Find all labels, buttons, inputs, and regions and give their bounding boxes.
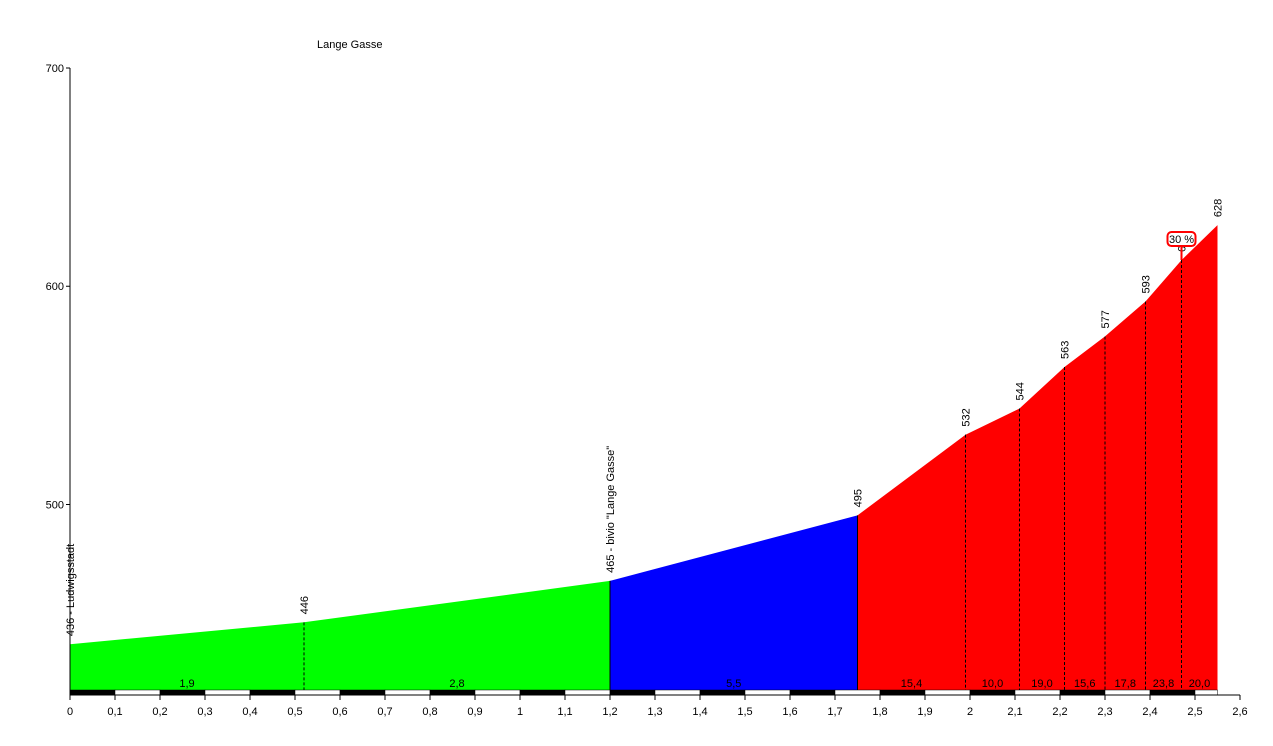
gradient-label: 1,9 xyxy=(179,678,194,690)
km-block xyxy=(1014,689,1061,696)
x-tick-label: 1,1 xyxy=(557,706,572,718)
gradient-label: 23,8 xyxy=(1153,678,1174,690)
x-tick-label: 0,9 xyxy=(467,706,482,718)
x-tick-label: 1,6 xyxy=(782,706,797,718)
x-tick-label: 1,9 xyxy=(917,706,932,718)
km-block xyxy=(609,689,656,696)
x-tick-label: 0,1 xyxy=(107,706,122,718)
km-block xyxy=(564,689,611,696)
km-block xyxy=(924,689,971,696)
elevation-label: 465 - bivio "Lange Gasse" xyxy=(605,446,617,573)
elevation-label: 532 xyxy=(961,408,973,426)
km-block xyxy=(69,689,116,696)
elevation-label: 436 - Ludwigsstadt xyxy=(65,544,77,636)
gradient-labels: 1,9 2,8 5,5 15,4 10,0 19,0 15,6 17,8 23,8 20,0 xyxy=(179,678,1210,690)
km-block xyxy=(789,689,836,696)
x-tick-label: 2,4 xyxy=(1142,706,1157,718)
km-block xyxy=(654,689,701,696)
km-block xyxy=(1059,689,1106,696)
km-block xyxy=(294,689,341,696)
km-block xyxy=(204,689,251,696)
x-tick-label: 0,3 xyxy=(197,706,212,718)
max-gradient-label: 30 % xyxy=(1169,234,1194,246)
x-tick-label: 2,1 xyxy=(1007,706,1022,718)
x-tick-label: 0,7 xyxy=(377,706,392,718)
km-block xyxy=(474,689,521,696)
km-block xyxy=(1194,689,1218,696)
x-tick-label: 2,3 xyxy=(1097,706,1112,718)
km-block xyxy=(384,689,431,696)
x-tick-label: 0,2 xyxy=(152,706,167,718)
x-tick-label: 0,8 xyxy=(422,706,437,718)
km-block xyxy=(969,689,1016,696)
elevation-label: 628 xyxy=(1213,199,1225,217)
elevation-label: 563 xyxy=(1060,341,1072,359)
x-tick-label: 1,5 xyxy=(737,706,752,718)
elevation-label: 446 xyxy=(299,596,311,614)
km-block xyxy=(519,689,566,696)
km-block xyxy=(249,689,296,696)
profile-droplines xyxy=(303,260,1182,690)
km-block xyxy=(879,689,926,696)
km-block xyxy=(339,689,386,696)
x-tick-label: 1,4 xyxy=(692,706,707,718)
km-block xyxy=(429,689,476,696)
km-block xyxy=(1149,689,1196,696)
elevation-label: 544 xyxy=(1015,382,1027,400)
gradient-label: 5,5 xyxy=(726,678,741,690)
elevation-label: 577 xyxy=(1100,310,1112,328)
max-gradient-box xyxy=(1166,231,1197,248)
profile-segment-1 xyxy=(70,580,610,690)
x-tick-label: 0,5 xyxy=(287,706,302,718)
profile-segment-2 xyxy=(610,515,858,690)
x-tick-label: 1,2 xyxy=(602,706,617,718)
axes: 0 0,1 0,2 0,3 0,4 0,5 0,6 0,7 0,8 0,9 1 1,1 1,2 1,3 1,… xyxy=(46,63,1248,718)
x-tick-label: 2,5 xyxy=(1187,706,1202,718)
profile-segment-3 xyxy=(857,225,1218,690)
y-tick-label: 500 xyxy=(46,499,64,511)
x-tick-label: 2,2 xyxy=(1052,706,1067,718)
x-tick-label: 1,8 xyxy=(872,706,887,718)
x-tick-label: 1 xyxy=(517,706,523,718)
gradient-label: 2,8 xyxy=(449,678,464,690)
km-block xyxy=(699,689,746,696)
gradient-label: 15,4 xyxy=(901,678,922,690)
gradient-label: 15,6 xyxy=(1074,678,1095,690)
x-tick-label: 0,4 xyxy=(242,706,257,718)
km-strip xyxy=(69,689,1218,696)
elevation-label: 495 xyxy=(853,489,865,507)
x-tick-label: 1,3 xyxy=(647,706,662,718)
km-block xyxy=(834,689,881,696)
km-block xyxy=(159,689,206,696)
km-block xyxy=(744,689,791,696)
elevation-label: 593 xyxy=(1141,275,1153,293)
x-tick-label: 0,6 xyxy=(332,706,347,718)
max-gradient-marker: 30 % xyxy=(1166,231,1197,261)
gradient-label: 19,0 xyxy=(1031,678,1052,690)
km-block xyxy=(1104,689,1151,696)
y-tick-label: 600 xyxy=(46,281,64,293)
gradient-label: 10,0 xyxy=(982,678,1003,690)
gradient-label: 17,8 xyxy=(1115,678,1136,690)
x-tick-label: 2,6 xyxy=(1232,706,1247,718)
chart-title: Lange Gasse xyxy=(317,39,382,51)
x-tick-label: 2 xyxy=(967,706,973,718)
y-tick-label: 700 xyxy=(46,63,64,75)
profile-areas xyxy=(70,225,1218,690)
x-tick-label: 0 xyxy=(67,706,73,718)
gradient-label: 20,0 xyxy=(1189,678,1210,690)
x-tick-label: 1,7 xyxy=(827,706,842,718)
km-block xyxy=(114,689,161,696)
